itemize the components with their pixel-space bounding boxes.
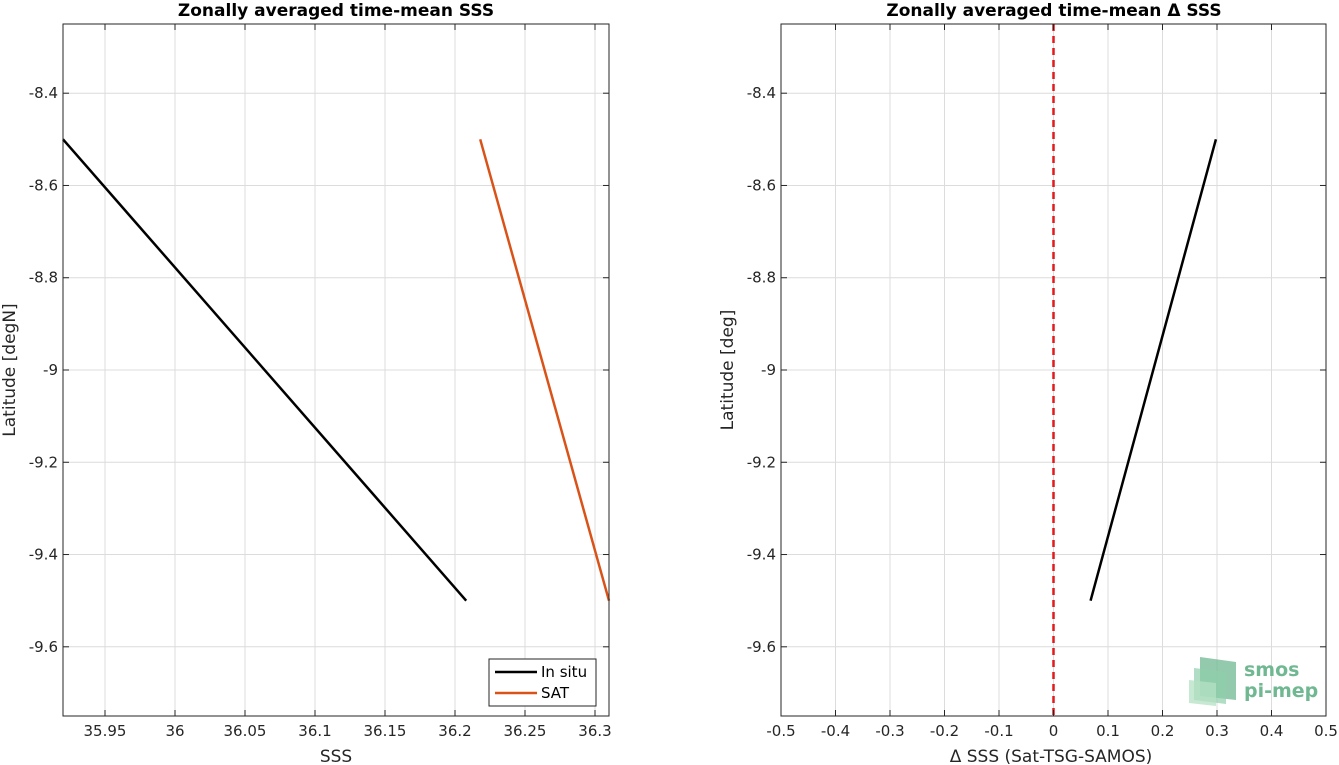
right-x-ticks: -0.5 -0.4 -0.3 -0.2 -0.1 0 0.1 0.2 0.3 0.4 0.5: [766, 24, 1338, 740]
right-x-tick-label: -0.2: [930, 722, 959, 740]
right-x-tick-label: -0.4: [821, 722, 850, 740]
left-x-tick-label: 36.1: [298, 722, 331, 740]
right-y-axis-label: Latitude [deg]: [718, 310, 738, 431]
left-y-tick-label: -9: [43, 361, 58, 379]
right-series-line-delta-sss: [1089, 139, 1218, 601]
left-y-axis-label: Latitude [degN]: [0, 303, 20, 436]
right-y-tick-label: -9.4: [747, 546, 776, 564]
right-x-tick-label: 0.4: [1260, 722, 1284, 740]
right-x-axis-label: Δ SSS (Sat-TSG-SAMOS): [950, 747, 1153, 765]
left-x-tick-label: 36.05: [224, 722, 267, 740]
right-y-tick-label: -8.4: [747, 84, 776, 102]
left-x-tick-label: 36.25: [504, 722, 547, 740]
left-y-tick-label: -9.4: [29, 546, 58, 564]
left-x-tick-label: 36.3: [578, 722, 611, 740]
logo-emblem-icon: [1189, 657, 1236, 706]
left-chart-panel: 35.95 36 36.05 36.1 36.15 36.2 36.25 36.3 -8.4-…: [0, 1, 612, 765]
right-y-tick-label: -9.6: [747, 638, 776, 656]
left-x-tick-label: 36.15: [364, 722, 407, 740]
right-x-tick-label: 0.2: [1151, 722, 1175, 740]
right-x-tick-label: -0.5: [766, 722, 795, 740]
left-x-tick-label: 36: [165, 722, 184, 740]
right-y-ticks: -8.4 -8.6 -8.8 -9 -9.2 -9.4 -9.6: [747, 84, 1326, 656]
legend-box: [488, 658, 597, 707]
logo-text-line1: smos: [1244, 659, 1299, 681]
left-chart-title: Zonally averaged time-mean SSS: [178, 1, 494, 21]
right-x-tick-label: 0.3: [1205, 722, 1229, 740]
left-y-tick-label: -8.8: [29, 269, 58, 287]
left-x-axis-label: SSS: [320, 747, 352, 765]
left-x-tick-label: 35.95: [84, 722, 127, 740]
right-y-tick-label: -8.6: [747, 176, 776, 194]
right-x-tick-label: -0.3: [875, 722, 904, 740]
left-y-tick-label: -9.2: [29, 453, 58, 471]
right-y-tick-label: -8.8: [747, 269, 776, 287]
right-x-tick-label: 0: [1049, 722, 1059, 740]
logo-text-line2: pi-mep: [1244, 680, 1318, 702]
right-chart-title: Zonally averaged time-mean Δ SSS: [886, 1, 1221, 21]
left-series-line-sat: [478, 138, 611, 602]
right-x-tick-label: 0.5: [1314, 722, 1338, 740]
left-series-line-in-situ: [62, 138, 468, 602]
left-series-lines: [62, 138, 611, 602]
left-y-tick-label: -8.4: [29, 84, 58, 102]
legend: In situ SAT: [488, 658, 597, 707]
smos-pi-mep-logo: smos pi-mep: [1189, 657, 1318, 706]
left-y-tick-label: -9.6: [29, 638, 58, 656]
right-x-tick-label: 0.1: [1096, 722, 1120, 740]
legend-label-sat: SAT: [541, 684, 570, 702]
right-y-tick-label: -9.2: [747, 453, 776, 471]
right-chart-panel: -0.5 -0.4 -0.3 -0.2 -0.1 0 0.1 0.2 0.3 0.4 0.5 -8.…: [718, 1, 1338, 765]
legend-label-in-situ: In situ: [541, 663, 587, 681]
left-grid: [63, 24, 609, 716]
left-y-tick-label: -8.6: [29, 176, 58, 194]
left-y-ticks: -8.4 -8.6 -8.8 -9 -9.2 -9.4 -9.6: [29, 84, 609, 656]
left-x-tick-label: 36.2: [438, 722, 471, 740]
right-series-lines: [1089, 139, 1218, 601]
right-x-tick-label: -0.1: [984, 722, 1013, 740]
left-x-ticks: 35.95 36 36.05 36.1 36.15 36.2 36.25 36.3: [84, 24, 612, 740]
right-y-tick-label: -9: [761, 361, 776, 379]
